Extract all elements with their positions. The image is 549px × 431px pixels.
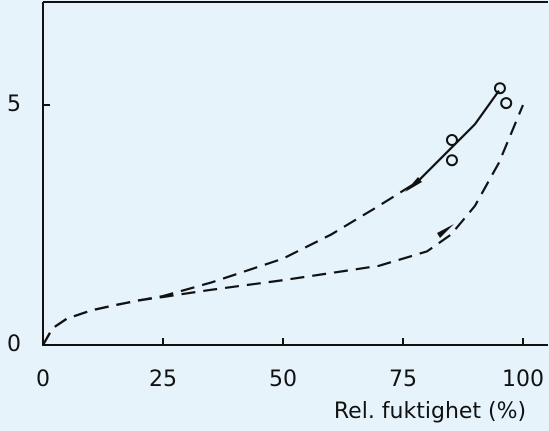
x-tick-label: 75	[389, 367, 417, 392]
x-tick-label: 100	[502, 367, 544, 392]
curve	[416, 89, 500, 183]
y-tick-label: 5	[7, 92, 21, 117]
data-point	[445, 134, 458, 147]
curve	[42, 104, 525, 346]
arrow-up	[437, 224, 454, 238]
x-tick-label: 25	[149, 367, 177, 392]
data-point	[500, 97, 513, 110]
x-tick-label: 0	[36, 367, 50, 392]
data-point	[493, 82, 506, 95]
data-point	[445, 154, 458, 167]
y-tick-label: 0	[7, 332, 21, 357]
x-tick-label: 50	[269, 367, 297, 392]
curve	[42, 180, 418, 346]
x-axis-label: Rel. fuktighet (%)	[334, 399, 526, 424]
